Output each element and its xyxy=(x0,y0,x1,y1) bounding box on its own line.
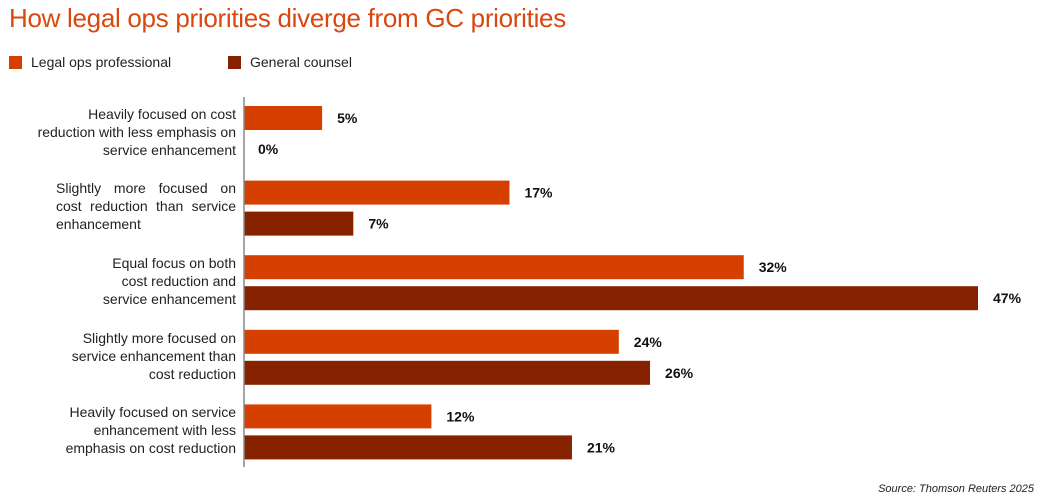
bar xyxy=(244,211,354,236)
category-label: Equal focus on both cost reduction and s… xyxy=(102,255,236,307)
data-label: 17% xyxy=(524,185,553,201)
category-label: Slightly more focused on cost reduction … xyxy=(56,180,236,232)
bar xyxy=(244,435,572,460)
data-label: 26% xyxy=(665,365,694,381)
bar xyxy=(244,360,651,385)
data-label: 5% xyxy=(337,110,358,126)
category-label: Heavily focused on cost reduction with l… xyxy=(37,106,236,158)
legend-item-legal-ops: Legal ops professional xyxy=(9,54,171,70)
legend-label: General counsel xyxy=(250,54,352,70)
category-label: Heavily focused on service enhancement w… xyxy=(65,404,236,456)
bar xyxy=(244,180,510,205)
source-note: Source: Thomson Reuters 2025 xyxy=(878,483,1034,495)
legend-label: Legal ops professional xyxy=(31,54,172,70)
bar xyxy=(244,404,432,429)
bar xyxy=(244,329,619,354)
legend-item-general-counsel: General counsel xyxy=(228,54,352,70)
data-label: 21% xyxy=(587,439,616,455)
bar xyxy=(244,286,978,311)
bar xyxy=(244,255,744,280)
data-label: 32% xyxy=(759,259,788,275)
data-label: 12% xyxy=(446,408,475,424)
data-label: 24% xyxy=(634,334,663,350)
chart-title: How legal ops priorities diverge from GC… xyxy=(9,3,566,33)
legend-swatch xyxy=(9,55,22,69)
category-label: Slightly more focused on service enhance… xyxy=(71,330,236,382)
data-label: 7% xyxy=(368,216,389,232)
data-label: 0% xyxy=(258,141,279,157)
data-label: 47% xyxy=(993,290,1022,306)
legend-swatch xyxy=(228,55,241,69)
bar xyxy=(244,106,323,130)
